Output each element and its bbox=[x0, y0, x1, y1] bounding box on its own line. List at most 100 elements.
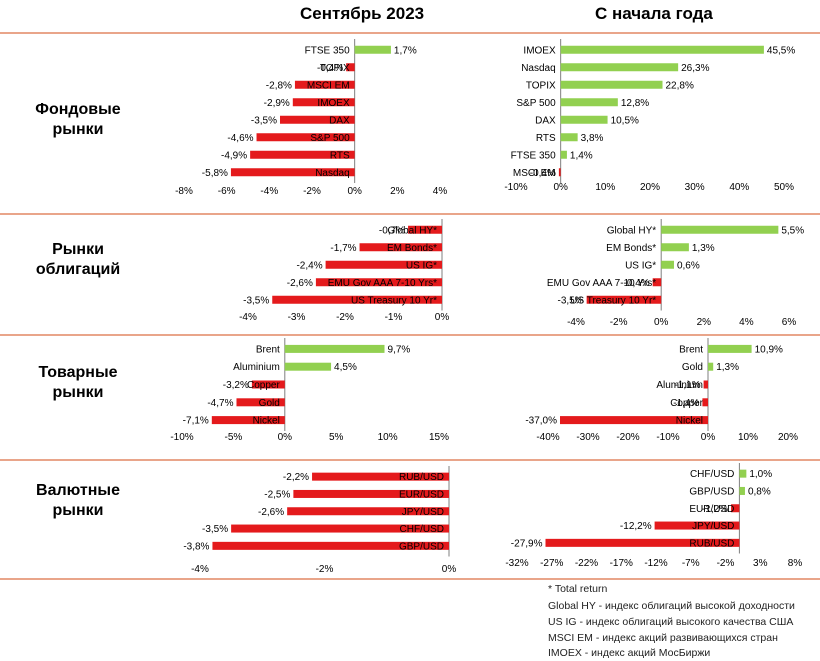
data-label: -2,9% bbox=[264, 98, 290, 109]
bar bbox=[560, 150, 567, 159]
bar bbox=[652, 278, 662, 287]
category-label: S&P 500 bbox=[516, 98, 556, 109]
category-label: FTSE 350 bbox=[511, 150, 556, 161]
category-label: CHF/USD bbox=[400, 524, 444, 535]
category-label: IMOEX bbox=[317, 98, 350, 109]
tick-label: 3% bbox=[753, 558, 768, 569]
tick-label: 10% bbox=[738, 432, 758, 443]
data-label: -0,4% bbox=[624, 278, 650, 289]
category-label: Brent bbox=[679, 344, 703, 355]
tick-label: -7% bbox=[682, 558, 700, 569]
section-label-line: Фондовые bbox=[35, 101, 121, 118]
tick-label: 0% bbox=[278, 432, 293, 443]
bar bbox=[359, 243, 442, 252]
section-label-commodities: Товарные рынки bbox=[28, 363, 128, 403]
bar bbox=[545, 538, 740, 547]
tick-label: -4% bbox=[191, 564, 209, 575]
bar bbox=[586, 295, 662, 304]
data-label: 10,9% bbox=[755, 344, 783, 355]
category-label: Gold bbox=[259, 398, 280, 409]
bar bbox=[661, 260, 674, 269]
category-label: Brent bbox=[256, 344, 280, 355]
bar bbox=[560, 98, 618, 107]
bar bbox=[560, 63, 679, 72]
footnote-imoex: IMOEX - индекс акций МосБиржи bbox=[548, 647, 711, 659]
category-label: Gold bbox=[682, 362, 703, 373]
bar bbox=[346, 63, 355, 72]
bar bbox=[236, 398, 285, 407]
category-label: Global HY* bbox=[607, 225, 657, 236]
bar bbox=[408, 225, 442, 234]
bar bbox=[256, 133, 355, 142]
tick-label: 20% bbox=[640, 182, 660, 193]
category-label: EM Bonds* bbox=[606, 243, 656, 254]
section-label-line: рынки bbox=[52, 502, 104, 519]
category-label: JPY/USD bbox=[692, 521, 734, 532]
data-label: -37,0% bbox=[525, 416, 557, 427]
tick-label: 20% bbox=[778, 432, 798, 443]
tick-label: -22% bbox=[575, 558, 598, 569]
section-label-line: облигаций bbox=[35, 261, 121, 278]
data-label: -2,2% bbox=[283, 472, 309, 483]
bar bbox=[560, 80, 663, 89]
category-label: DAX bbox=[329, 115, 350, 126]
tick-label: -10% bbox=[170, 432, 193, 443]
data-label: 12,8% bbox=[621, 98, 649, 109]
tick-label: -12% bbox=[644, 558, 667, 569]
bar bbox=[661, 243, 689, 252]
tick-label: 15% bbox=[429, 432, 449, 443]
footnote-total-return: * Total return bbox=[548, 583, 608, 595]
bar bbox=[292, 98, 355, 107]
bar bbox=[287, 507, 449, 516]
bar bbox=[280, 115, 355, 124]
category-label: US Treasury 10 Yr* bbox=[351, 295, 437, 306]
tick-label: 8% bbox=[788, 558, 803, 569]
tick-label: -2% bbox=[336, 312, 354, 323]
data-label: -4,9% bbox=[221, 150, 247, 161]
divider-bottom bbox=[0, 578, 820, 580]
category-label: RTS bbox=[536, 133, 556, 144]
category-label: US Treasury 10 Yr* bbox=[570, 295, 656, 306]
tick-label: -1% bbox=[385, 312, 403, 323]
tick-label: 0% bbox=[553, 182, 568, 193]
tick-label: -40% bbox=[536, 432, 559, 443]
bar bbox=[211, 416, 285, 425]
data-label: 9,7% bbox=[388, 344, 411, 355]
category-label: EUR/USD bbox=[399, 489, 444, 500]
category-label: Global HY* bbox=[388, 225, 438, 236]
data-label: -4,7% bbox=[207, 398, 233, 409]
bar bbox=[654, 521, 740, 530]
divider-2 bbox=[0, 334, 820, 336]
divider-top bbox=[0, 32, 820, 34]
header-september: Сентябрь 2023 bbox=[300, 4, 425, 23]
data-label: 22,8% bbox=[666, 80, 694, 91]
tick-label: 40% bbox=[729, 182, 749, 193]
tick-label: 50% bbox=[774, 182, 794, 193]
category-label: TOPIX bbox=[320, 63, 350, 74]
tick-label: -27% bbox=[540, 558, 563, 569]
bar bbox=[739, 486, 745, 495]
bar bbox=[230, 168, 355, 177]
tick-label: -5% bbox=[225, 432, 243, 443]
data-label: 5,5% bbox=[781, 225, 804, 236]
tick-label: -3% bbox=[288, 312, 306, 323]
footnote-msci-em: MSCI EM - индекс акций развивающихся стр… bbox=[548, 632, 778, 644]
tick-label: -2% bbox=[303, 186, 321, 197]
tick-label: 5% bbox=[329, 432, 344, 443]
category-label: MSCI EM bbox=[307, 80, 350, 91]
section-label-line: Товарные bbox=[38, 364, 118, 381]
tick-label: 0% bbox=[654, 317, 669, 328]
tick-label: 10% bbox=[378, 432, 398, 443]
bar bbox=[560, 45, 764, 54]
divider-3 bbox=[0, 459, 820, 461]
category-label: IMOEX bbox=[523, 45, 556, 56]
bar bbox=[702, 398, 708, 407]
category-label: GBP/USD bbox=[689, 486, 734, 497]
data-label: -2,6% bbox=[287, 278, 313, 289]
data-label: 26,3% bbox=[681, 63, 709, 74]
bar bbox=[294, 80, 355, 89]
section-label-fx: Валютные рынки bbox=[28, 481, 128, 521]
tick-label: 2% bbox=[697, 317, 712, 328]
data-label: -3,5% bbox=[243, 295, 269, 306]
tick-label: -32% bbox=[505, 558, 528, 569]
